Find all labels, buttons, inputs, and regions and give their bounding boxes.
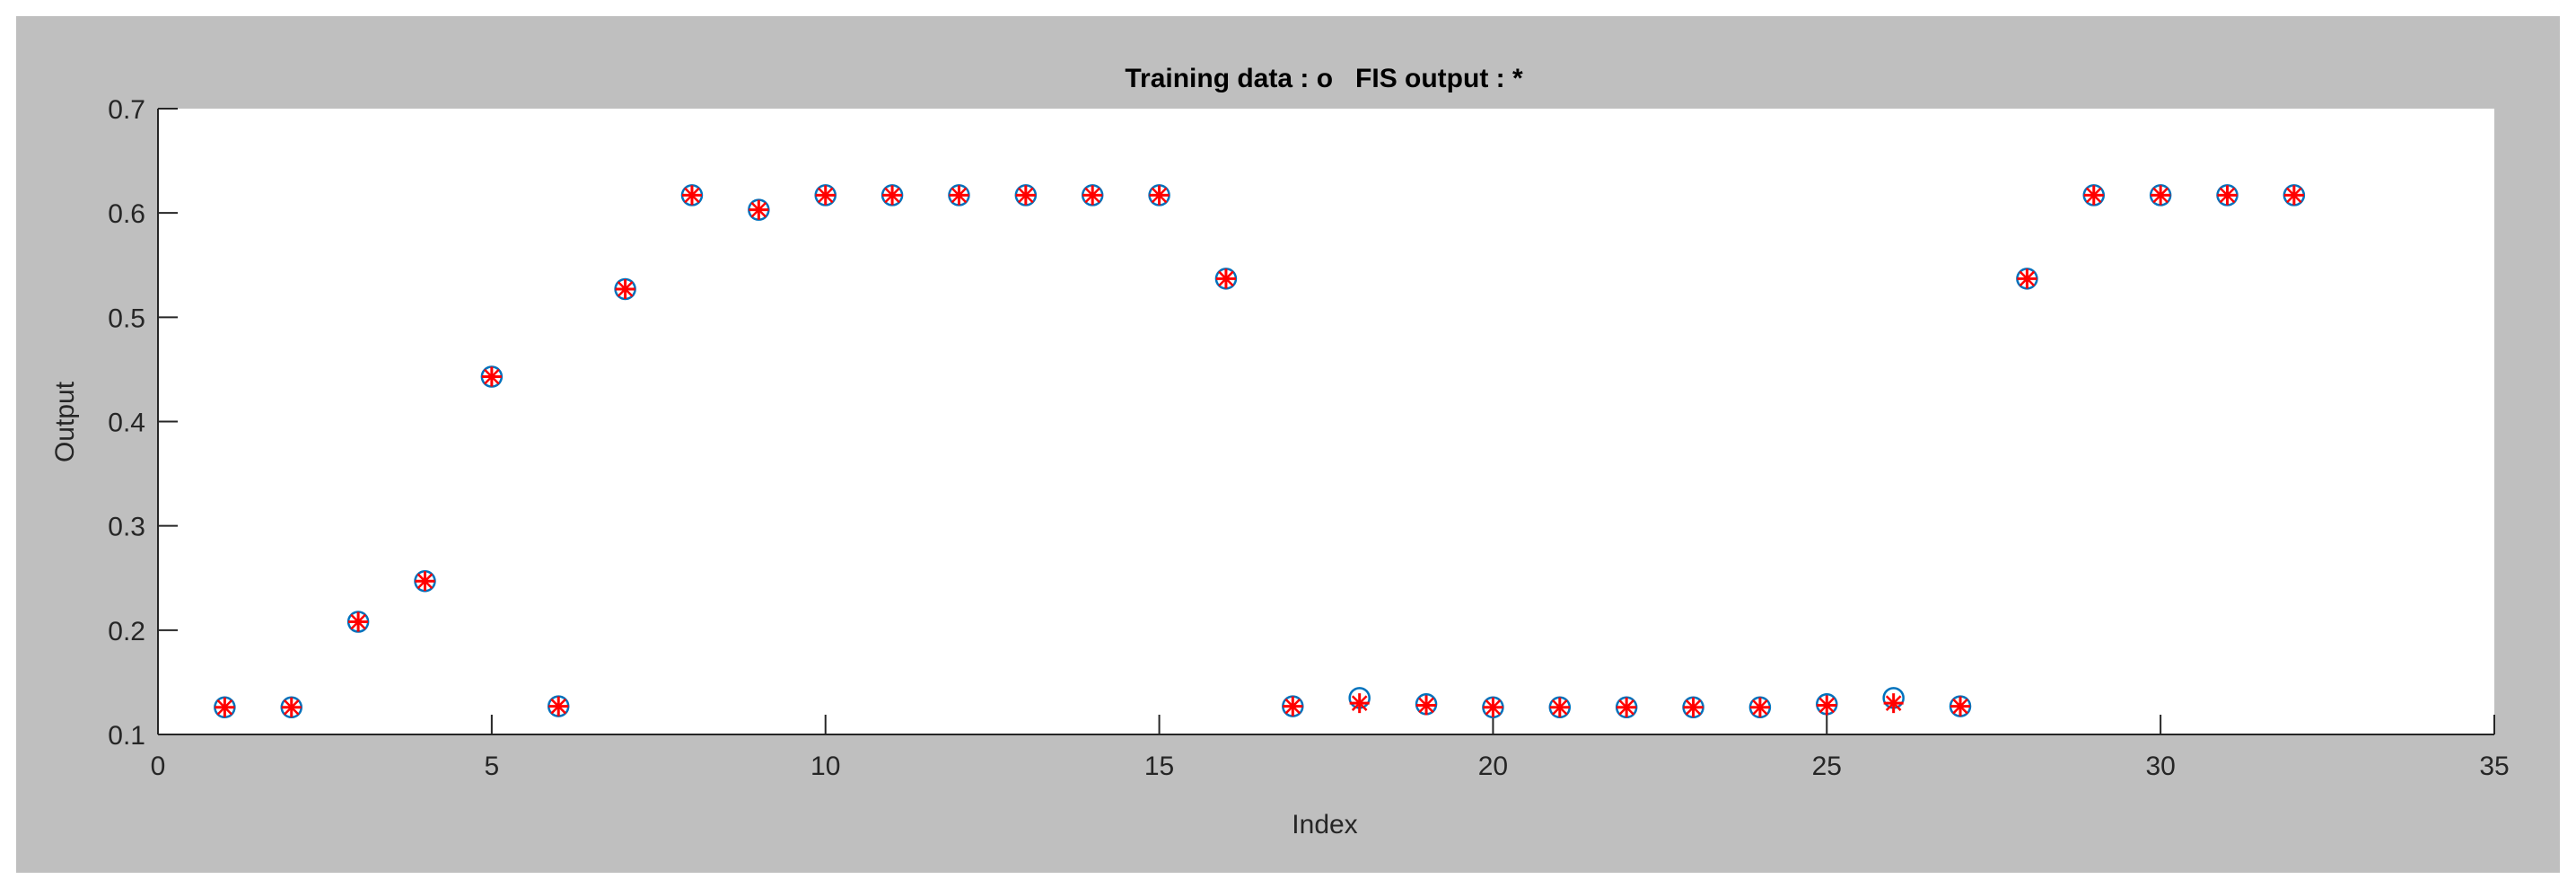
x-tick-label: 0: [151, 752, 166, 781]
fis-output-point: [1950, 696, 1971, 717]
fis-output-point: [882, 185, 903, 206]
y-tick-label: 0.7: [108, 95, 145, 125]
y-tick-label: 0.4: [108, 409, 145, 438]
fis-output-point: [281, 697, 302, 717]
fis-output-point: [1015, 185, 1036, 206]
x-tick-label: 35: [2479, 752, 2509, 781]
fis-output-point: [1215, 268, 1236, 289]
x-tick-label: 30: [2145, 752, 2175, 781]
y-tick-label: 0.6: [108, 199, 145, 229]
chart-title: Training data : o FIS output : *: [1125, 64, 1523, 93]
fis-output-point: [1549, 697, 1570, 717]
y-tick-label: 0.2: [108, 617, 145, 646]
ticks: 0 5 10 15 20 25 30 35 0.1 0.2 0.3 0.4 0.5 0.6 0.7: [108, 95, 2509, 781]
fis-output-point: [749, 199, 769, 220]
fis-output-point: [348, 611, 369, 632]
fis-output-point: [2083, 185, 2104, 206]
x-tick-label: 10: [810, 752, 840, 781]
fis-output-point: [481, 366, 502, 387]
fis-output-point: [815, 185, 836, 206]
fis-output-point: [548, 696, 569, 717]
fis-output-point: [2017, 268, 2037, 289]
fis-output-point: [1149, 185, 1170, 206]
fis-output-point: [1416, 695, 1437, 716]
y-tick-label: 0.3: [108, 513, 145, 542]
plot-area: [158, 109, 2494, 734]
fis-output-point: [1883, 693, 1904, 714]
fis-output-point: [2151, 185, 2171, 206]
fis-output-point: [215, 697, 235, 717]
x-tick-label: 25: [1812, 752, 1842, 781]
x-tick-label: 5: [485, 752, 500, 781]
fis-output-point: [615, 278, 635, 299]
fis-output-point: [1349, 693, 1370, 714]
fis-output-point: [2217, 185, 2238, 206]
fis-output-point: [1749, 697, 1770, 717]
fis-output-point: [1817, 695, 1837, 716]
fis-output-point: [1483, 697, 1503, 717]
fis-output-point: [1283, 696, 1303, 717]
fis-output-point: [415, 571, 435, 592]
fis-output-point: [681, 185, 702, 206]
fis-output-point: [949, 185, 969, 206]
x-axis-label: Index: [1292, 810, 1357, 840]
y-tick-label: 0.5: [108, 303, 145, 333]
y-axis-label: Output: [50, 381, 80, 462]
data-points: [214, 184, 2306, 719]
fis-output-point: [2283, 185, 2304, 206]
fis-output-point: [1082, 185, 1103, 206]
y-tick-label: 0.1: [108, 721, 145, 751]
x-tick-label: 20: [1478, 752, 1508, 781]
fis-output-point: [1617, 697, 1637, 717]
x-tick-label: 15: [1144, 752, 1174, 781]
fis-output-point: [1683, 697, 1704, 717]
